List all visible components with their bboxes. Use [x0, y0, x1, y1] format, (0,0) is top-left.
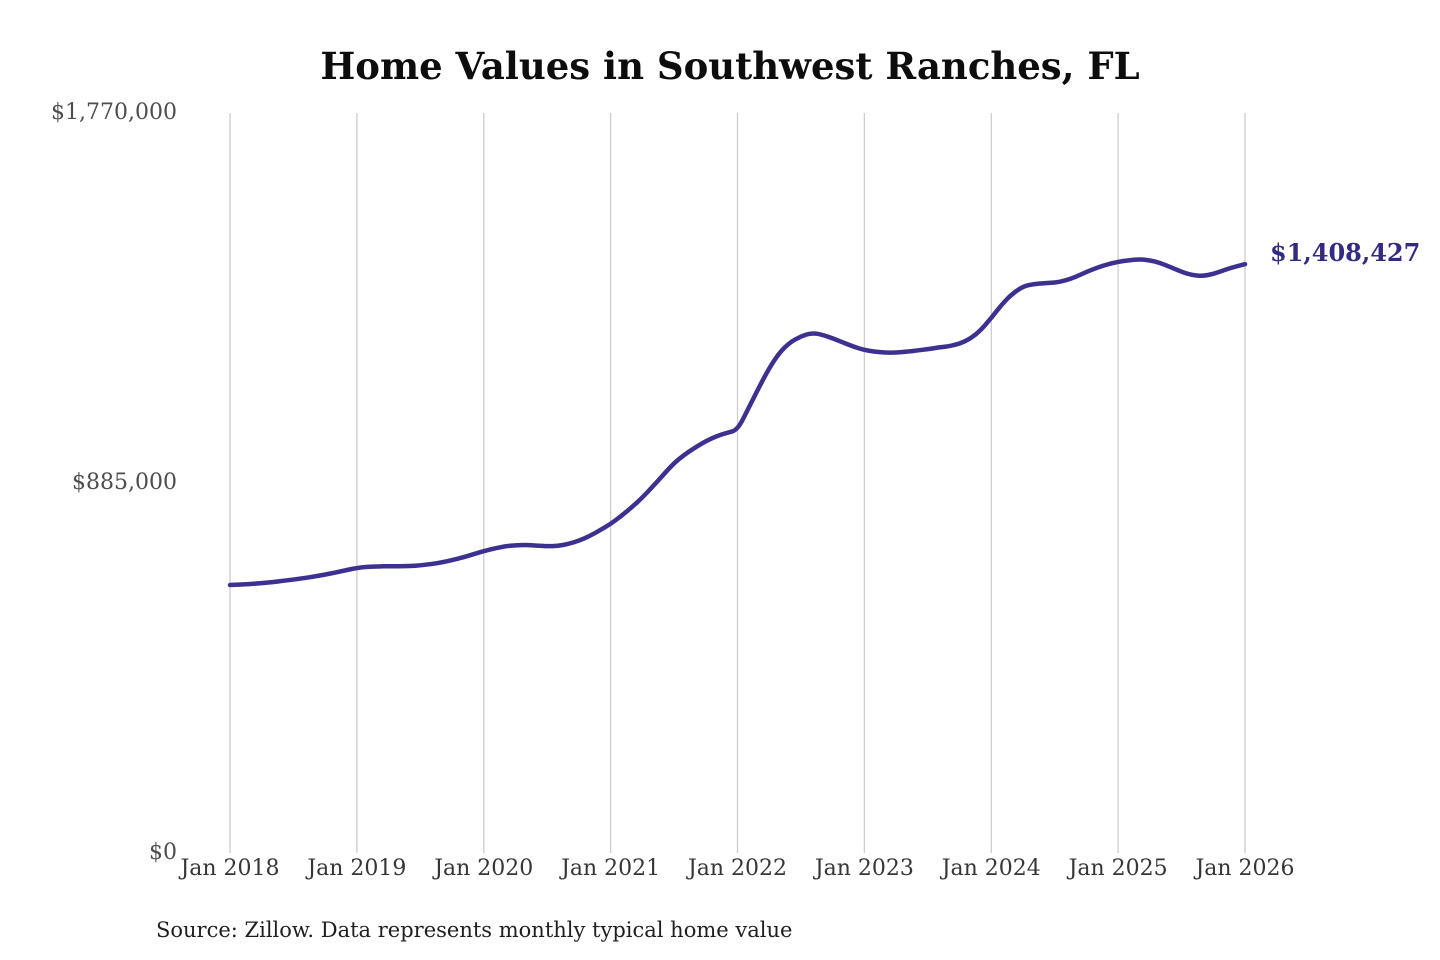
x-axis-tick-label: Jan 2024 — [941, 856, 1041, 881]
end-value-label: $1,408,427 — [1270, 238, 1421, 268]
x-axis-tick-label: Jan 2022 — [687, 856, 788, 881]
home-value-line — [227, 257, 1248, 588]
y-axis-tick-label: $0 — [149, 840, 177, 865]
x-axis-tick-label: Jan 2020 — [434, 856, 534, 881]
x-axis-tick-label: Jan 2023 — [814, 856, 914, 881]
x-axis-tick-label: Jan 2019 — [307, 856, 407, 881]
x-axis-tick-label: Jan 2026 — [1195, 856, 1295, 881]
x-axis-tick-label: Jan 2025 — [1068, 856, 1168, 881]
x-axis-tick-label: Jan 2018 — [180, 856, 280, 881]
x-axis-tick-label: Jan 2021 — [561, 856, 661, 881]
chart-title: Home Values in Southwest Ranches, FL — [320, 44, 1140, 88]
source-note: Source: Zillow. Data represents monthly … — [156, 918, 793, 942]
y-axis-tick-label: $1,770,000 — [51, 100, 177, 125]
y-axis-tick-label: $885,000 — [72, 470, 177, 495]
